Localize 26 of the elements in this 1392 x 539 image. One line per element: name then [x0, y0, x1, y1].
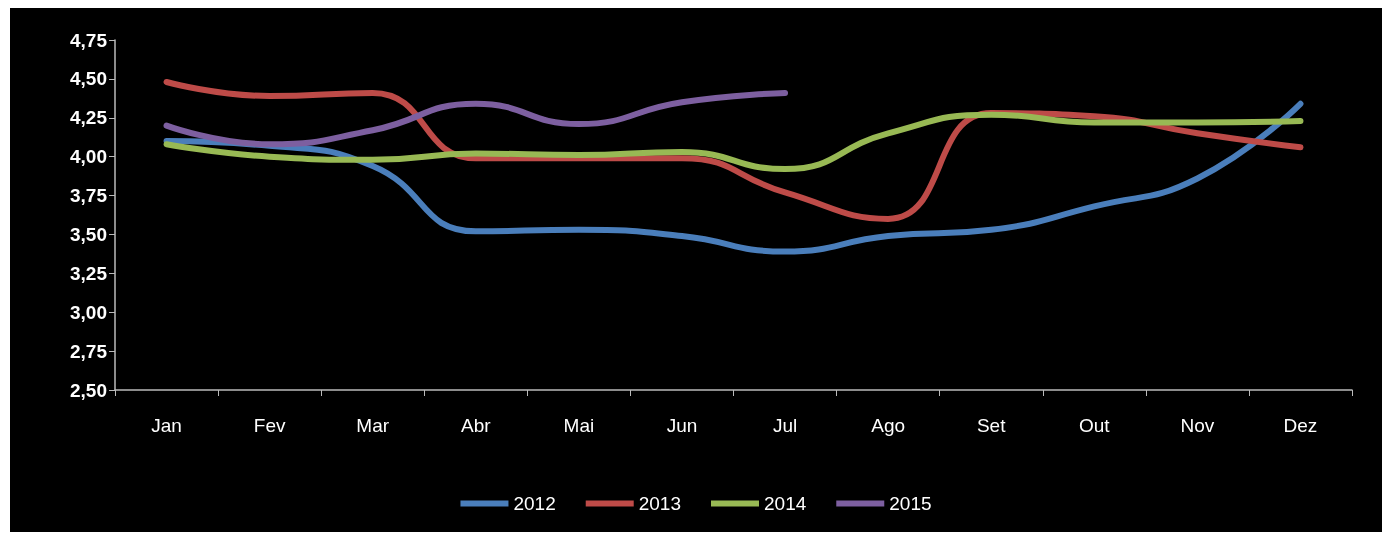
x-tick-label: Dez: [1283, 415, 1318, 436]
legend-label: 2014: [764, 493, 807, 514]
x-tick-label: Jan: [151, 415, 182, 436]
legend-label: 2012: [513, 493, 556, 514]
x-tick-label: Fev: [253, 415, 286, 436]
y-tick-label: 2,50: [70, 379, 107, 401]
x-tick-label: Out: [1078, 415, 1111, 436]
y-tick-label: 3,00: [70, 301, 107, 323]
y-tick-label: 4,50: [70, 68, 107, 90]
x-tick-label: Ago: [871, 415, 906, 436]
y-tick-label: 4,00: [70, 146, 107, 168]
legend-label: 2013: [638, 493, 682, 514]
x-tick-label: Jul: [772, 415, 798, 436]
y-tick-label: 3,75: [70, 185, 108, 207]
y-tick-label: 2,75: [70, 340, 108, 362]
x-tick-label: Set: [976, 415, 1007, 436]
x-tick-label: Jun: [666, 415, 698, 436]
y-tick-label: 4,75: [70, 29, 108, 51]
x-tick-label: Mar: [356, 415, 390, 436]
y-tick-label: 3,50: [70, 223, 107, 245]
x-tick-label: Mai: [563, 415, 595, 436]
y-tick-label: 3,25: [70, 262, 108, 284]
x-tick-label: Abr: [461, 415, 492, 436]
legend-label: 2015: [889, 493, 932, 514]
x-tick-label: Nov: [1180, 415, 1215, 436]
y-tick-label: 4,25: [70, 107, 108, 129]
